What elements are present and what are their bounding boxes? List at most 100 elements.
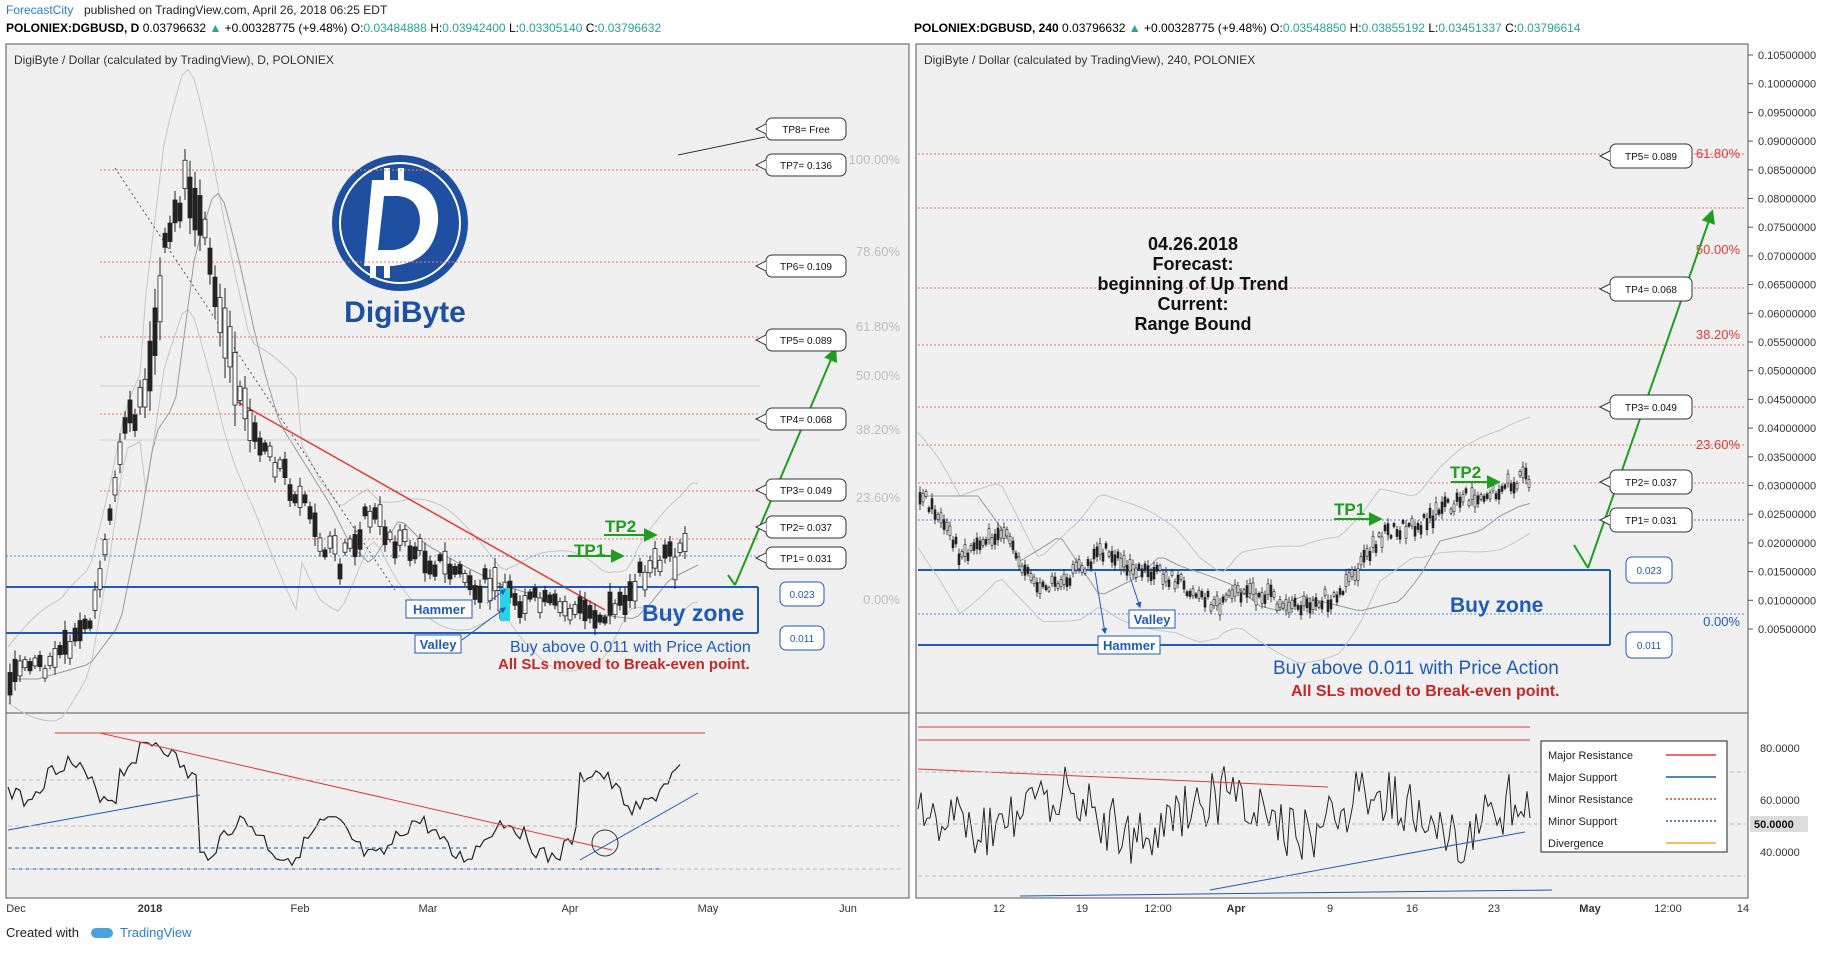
right-sl-note: All SLs moved to Break-even point. [1291, 683, 1560, 700]
oscillator-last-value: 50.0000 [1754, 819, 1794, 831]
right-ohlc-line: POLONIEX:DGBUSD, 240 0.03796632 ▲ +0.003… [914, 21, 1581, 35]
candle-body [1005, 529, 1009, 537]
candle-body [1422, 514, 1426, 518]
candle-body [1335, 594, 1339, 603]
candle-body [1473, 494, 1477, 508]
author-link[interactable]: ForecastCity [6, 3, 74, 17]
y-tick-label: 0.01500000 [1758, 567, 1816, 579]
candle-body [1347, 572, 1351, 583]
candle-body [1161, 573, 1165, 585]
y-tick-label: 0.07000000 [1758, 251, 1816, 263]
candle-body [67, 641, 73, 659]
candle-body [262, 442, 268, 452]
digibyte-logo [332, 155, 468, 291]
candle-body [382, 526, 388, 546]
candle-body [682, 533, 688, 553]
candle-body [1179, 574, 1183, 580]
candle-body [202, 218, 208, 239]
valley-arrow [461, 607, 506, 641]
candle-body [1365, 548, 1369, 557]
candle-body [1137, 563, 1141, 570]
tp-callout-pointer [754, 159, 767, 171]
candle-body [677, 542, 683, 553]
created-with-text: Created with [6, 925, 79, 940]
left-low: 0.03305140 [518, 21, 583, 35]
candle-body [612, 603, 618, 616]
candle-body [47, 655, 53, 667]
candle-body [52, 648, 58, 668]
candle-body [167, 222, 173, 242]
forecast-line: 04.26.2018 [1148, 234, 1238, 254]
left-valley-callout: Valley [414, 634, 462, 654]
x-tick-label: 23 [1488, 903, 1500, 915]
candle-body [1425, 518, 1429, 531]
candle-body [552, 593, 558, 606]
left-ticker: POLONIEX:DGBUSD, D [6, 21, 140, 35]
x-tick-label: 2018 [138, 903, 162, 915]
tradingview-link[interactable]: TradingView [120, 925, 192, 940]
oscillator-major-support [1019, 889, 1553, 897]
left-hammer-callout: Hammer [405, 599, 473, 619]
tp-callout-pointer [754, 552, 767, 564]
candle-body [637, 561, 643, 573]
candle-body [1233, 584, 1237, 597]
oscillator-line [7, 741, 681, 867]
buy-zone-value-label: 0.011 [1637, 641, 1662, 652]
candle-body [1143, 563, 1147, 571]
candle-body [312, 512, 318, 537]
candle-body [87, 620, 93, 629]
candle-body [12, 658, 18, 682]
candle-body [1527, 479, 1531, 488]
left-hammer-label: Hammer [413, 602, 465, 617]
candle-body [437, 554, 443, 562]
candle-body [981, 539, 985, 546]
candle-body [1044, 585, 1048, 590]
tp-callout-label: TP8= Free [782, 125, 830, 136]
candle-body [1191, 588, 1195, 597]
candle-body [1302, 595, 1306, 607]
candle-body [987, 528, 991, 540]
x-tick-label: 16 [1406, 903, 1418, 915]
candle-body [1155, 564, 1159, 572]
candle-body [1224, 594, 1228, 601]
candle-body [942, 519, 946, 530]
legend-label: Minor Support [1548, 816, 1617, 828]
candle-body [27, 661, 33, 672]
candle-body [1305, 598, 1309, 609]
fib-level-label: 50.00% [856, 368, 901, 383]
candle-body [948, 525, 952, 536]
candle-body [377, 504, 383, 527]
candle-body [1446, 498, 1450, 503]
header-bar: ForecastCity published on TradingView.co… [0, 0, 1826, 17]
candle-body [1497, 489, 1501, 500]
oscillator-divergence-resistance [917, 768, 1329, 788]
y-tick-label: 0.08000000 [1758, 194, 1816, 206]
oscillator-tick-label: 40.0000 [1760, 847, 1800, 859]
candle-body [1095, 546, 1099, 558]
tp-callout-label: TP6= 0.109 [780, 262, 832, 273]
candle-body [1104, 543, 1108, 549]
candle-body [217, 297, 223, 333]
candle-body [927, 507, 931, 513]
candle-body [1332, 592, 1336, 597]
candle-body [592, 610, 598, 629]
candle-body [577, 596, 583, 614]
legend-box: Major Resistance Major Support Minor Resis… [1540, 740, 1728, 853]
tp-callout-pointer [1598, 283, 1611, 295]
candle-body [1245, 585, 1249, 598]
tp-callout-label: TP3= 0.049 [780, 486, 832, 497]
candle-body [1509, 483, 1513, 492]
candle-body [1485, 493, 1489, 499]
candle-body [1494, 493, 1498, 500]
candle-body [1413, 526, 1417, 537]
forecast-arrow-tail [1573, 544, 1589, 569]
candle-body [1134, 567, 1138, 578]
left-tp2-label: TP2 [605, 517, 636, 536]
tp8-leader-line [677, 136, 766, 156]
candle-body [397, 529, 403, 546]
candle-body [462, 573, 468, 583]
published-text: published on TradingView.com, April 26, … [84, 3, 388, 17]
candle-body [1197, 590, 1201, 599]
candle-body [1350, 569, 1354, 578]
candle-body [327, 535, 333, 549]
